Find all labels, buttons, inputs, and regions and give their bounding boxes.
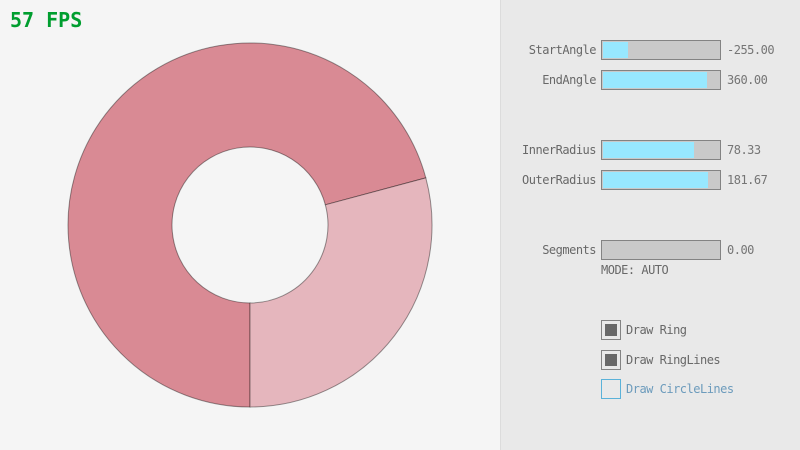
- draw-circlelines-label: Draw CircleLines: [626, 382, 734, 396]
- draw-ring-checkbox-check: [605, 324, 617, 336]
- start-angle-slider[interactable]: [601, 40, 721, 60]
- inner-radius-label: InnerRadius: [522, 143, 596, 157]
- outer-radius-label: OuterRadius: [522, 173, 596, 187]
- outer-radius-slider[interactable]: [601, 170, 721, 190]
- start-angle-label: StartAngle: [528, 43, 597, 57]
- start-angle-value: -255.00: [727, 43, 775, 57]
- ring-overlap-segment: [67, 42, 427, 408]
- start-angle-slider-fill: [603, 42, 629, 58]
- draw-circlelines-checkbox-check: [605, 383, 617, 395]
- inner-radius-slider[interactable]: [601, 140, 721, 160]
- segments-value: 0.00: [727, 243, 754, 257]
- segments-slider[interactable]: [601, 240, 721, 260]
- end-angle-value: 360.00: [727, 73, 768, 87]
- inner-radius-value: 78.33: [727, 143, 761, 157]
- inner-radius-slider-fill: [603, 142, 694, 158]
- draw-ring-label: Draw Ring: [626, 323, 687, 337]
- end-angle-label: EndAngle: [542, 73, 596, 87]
- slider-row-inner-radius: InnerRadius 78.33: [501, 140, 800, 160]
- draw-circlelines-checkbox[interactable]: [601, 379, 621, 399]
- draw-ringlines-label: Draw RingLines: [626, 353, 721, 367]
- checkbox-row-draw-ringlines: Draw RingLines: [501, 350, 800, 370]
- segments-mode-text: MODE: AUTO: [601, 263, 669, 277]
- ring-canvas: [67, 42, 433, 408]
- checkbox-row-draw-ring: Draw Ring: [501, 320, 800, 340]
- fps-counter: 57 FPS: [10, 8, 83, 32]
- outer-radius-slider-fill: [603, 172, 709, 188]
- ring-single-segment: [249, 177, 433, 408]
- segments-label: Segments: [542, 243, 596, 257]
- draw-ringlines-checkbox-check: [605, 354, 617, 366]
- outer-radius-value: 181.67: [727, 173, 768, 187]
- slider-row-segments: Segments 0.00: [501, 240, 800, 260]
- end-angle-slider-fill: [603, 72, 708, 88]
- slider-row-start-angle: StartAngle -255.00: [501, 40, 800, 60]
- end-angle-slider[interactable]: [601, 70, 721, 90]
- draw-ringlines-checkbox[interactable]: [601, 350, 621, 370]
- draw-ring-checkbox[interactable]: [601, 320, 621, 340]
- slider-row-end-angle: EndAngle 360.00: [501, 70, 800, 90]
- checkbox-row-draw-circlelines: Draw CircleLines: [501, 379, 800, 399]
- slider-row-outer-radius: OuterRadius 181.67: [501, 170, 800, 190]
- control-panel: StartAngle -255.00 EndAngle 360.00 Inner…: [500, 0, 800, 450]
